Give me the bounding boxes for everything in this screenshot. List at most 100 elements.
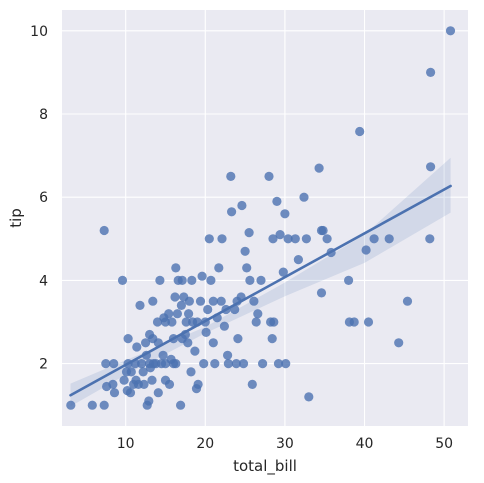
data-point: [153, 388, 163, 398]
data-point: [355, 126, 365, 137]
data-point: [267, 334, 277, 344]
data-point: [117, 275, 128, 285]
data-point: [269, 317, 279, 327]
data-point: [208, 338, 218, 348]
data-point: [258, 359, 268, 369]
data-point: [322, 234, 332, 244]
data-point: [256, 275, 266, 285]
data-point: [278, 267, 288, 277]
data-point: [201, 327, 211, 337]
data-point: [272, 196, 282, 206]
data-point: [426, 67, 436, 77]
y-tick-label: 2: [39, 357, 48, 373]
data-point: [195, 296, 206, 306]
data-points: [66, 26, 456, 410]
data-point: [283, 234, 293, 244]
data-point: [155, 275, 165, 285]
y-tick-labels: 2 4 6 8 10: [30, 24, 48, 373]
data-point: [223, 359, 233, 369]
data-point: [281, 359, 291, 369]
y-tick-label: 6: [39, 190, 48, 206]
data-point: [147, 375, 157, 385]
data-point: [171, 263, 181, 273]
data-point: [290, 234, 300, 244]
data-point: [158, 350, 168, 360]
data-point: [244, 228, 254, 238]
data-point: [176, 300, 186, 310]
data-point: [394, 338, 404, 348]
data-point: [216, 296, 226, 306]
data-point: [237, 200, 247, 211]
data-point: [304, 392, 314, 402]
x-tick-label: 40: [356, 436, 374, 452]
data-point: [101, 359, 111, 369]
y-tick-label: 4: [39, 273, 48, 289]
data-point: [318, 225, 328, 236]
data-point: [193, 379, 203, 389]
x-tick-label: 10: [117, 436, 135, 452]
data-point: [164, 309, 174, 319]
data-point: [251, 317, 261, 327]
data-point: [227, 207, 237, 217]
data-point: [275, 230, 285, 240]
data-point: [167, 317, 177, 327]
y-tick-label: 10: [30, 24, 48, 40]
data-point: [199, 359, 209, 369]
data-point: [183, 338, 193, 348]
data-point: [264, 171, 274, 181]
data-point: [245, 275, 255, 285]
data-point: [384, 234, 394, 244]
data-point: [141, 338, 151, 348]
data-point: [214, 263, 224, 273]
regression-line-group: [69, 184, 452, 397]
x-axis-label: total_bill: [233, 457, 297, 476]
data-point: [125, 388, 136, 398]
data-point: [445, 26, 456, 36]
data-point: [238, 359, 249, 369]
data-point: [148, 296, 158, 306]
data-point: [170, 292, 180, 302]
data-point: [426, 162, 436, 172]
data-point: [137, 359, 147, 369]
data-point: [135, 300, 145, 310]
data-point: [217, 234, 227, 244]
data-point: [139, 379, 149, 389]
y-tick-label: 8: [39, 107, 48, 123]
data-point: [369, 234, 379, 244]
data-point: [425, 234, 435, 244]
y-axis-label: tip: [7, 208, 25, 228]
plot-background: [62, 10, 468, 426]
data-point: [176, 400, 186, 410]
data-point: [349, 317, 359, 327]
data-point: [172, 309, 182, 319]
data-point: [316, 288, 327, 298]
data-point: [109, 359, 119, 369]
data-point: [223, 350, 233, 360]
data-point: [247, 379, 257, 389]
data-point: [314, 163, 324, 173]
data-point: [187, 275, 197, 285]
data-point: [132, 342, 142, 352]
data-point: [109, 388, 120, 398]
data-point: [363, 317, 374, 327]
regression-line: [69, 184, 452, 397]
data-point: [206, 275, 216, 285]
data-point: [280, 209, 290, 219]
data-point: [361, 245, 371, 255]
data-point: [301, 234, 311, 244]
data-point: [126, 367, 136, 377]
data-point: [268, 234, 278, 244]
data-point: [293, 255, 303, 265]
data-point: [190, 346, 200, 356]
data-point: [160, 317, 171, 327]
data-point: [233, 334, 243, 344]
data-point: [99, 225, 109, 236]
data-point: [181, 317, 191, 327]
data-point: [273, 359, 284, 369]
data-point: [402, 296, 413, 306]
data-point: [344, 275, 354, 285]
data-point: [219, 321, 229, 331]
data-point: [108, 379, 118, 389]
